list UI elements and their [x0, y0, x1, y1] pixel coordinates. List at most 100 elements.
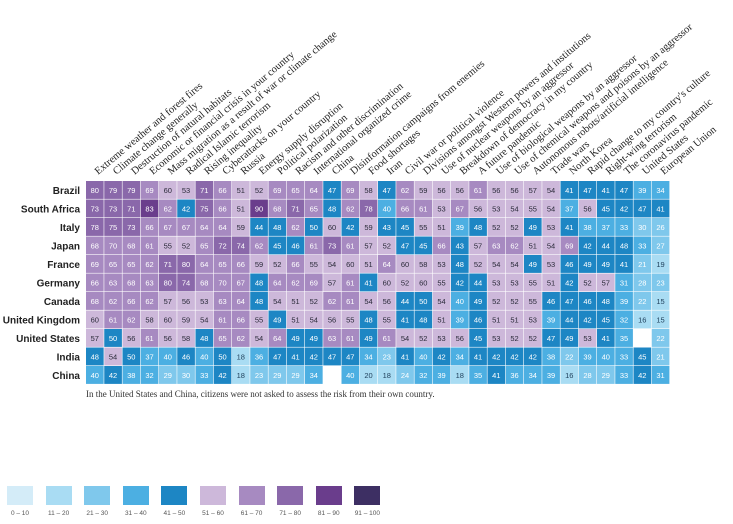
cell-value: 66 [218, 186, 226, 195]
cell-value: 37 [602, 223, 610, 232]
cell-value: 67 [456, 204, 464, 213]
cell-value: 56 [182, 297, 190, 306]
cell-value: 42 [529, 352, 537, 361]
heatmap-cell [177, 236, 195, 255]
cell-value: 52 [510, 223, 518, 232]
cell-value: 51 [529, 241, 537, 250]
heatmap-cell [359, 199, 378, 218]
cell-value: 56 [383, 297, 391, 306]
legend-item: 51 – 60 [199, 486, 227, 517]
cell-value: 46 [182, 352, 190, 361]
cell-value: 51 [291, 315, 299, 324]
cell-value: 78 [91, 223, 99, 232]
heatmap-cell [560, 255, 579, 273]
heatmap-cell [451, 199, 469, 218]
cell-value: 62 [291, 278, 299, 287]
cell-value: 20 [364, 371, 372, 380]
cell-value: 48 [200, 334, 208, 343]
heatmap-cell [414, 273, 433, 292]
cell-value: 23 [255, 371, 263, 380]
heatmap-cell [213, 199, 232, 218]
cell-value: 64 [273, 334, 281, 343]
legend-label: 41 – 50 [163, 510, 186, 517]
heatmap-cell [414, 366, 433, 384]
heatmap-cell [651, 218, 670, 236]
heatmap-cell [104, 181, 122, 199]
cell-value: 46 [291, 241, 299, 250]
heatmap-cell [597, 366, 615, 384]
cell-value: 60 [383, 278, 391, 287]
cell-value: 40 [602, 352, 610, 361]
cell-value: 49 [273, 315, 281, 324]
heatmap-cell [250, 273, 268, 292]
heatmap-cell [177, 329, 195, 347]
heatmap-cell [268, 366, 287, 384]
heatmap-cell [177, 218, 195, 236]
cell-value: 33 [620, 223, 628, 232]
heatmap-cell [140, 181, 159, 199]
cell-value: 69 [565, 241, 573, 250]
heatmap-cell [177, 292, 195, 310]
cell-value: 80 [182, 260, 190, 269]
cell-value: 34 [310, 371, 318, 380]
cell-value: 42 [182, 204, 190, 213]
cell-value: 65 [127, 260, 135, 269]
cell-value: 80 [91, 186, 99, 195]
heatmap-cell [615, 347, 633, 366]
heatmap-cell [597, 218, 615, 236]
cell-value: 60 [401, 260, 409, 269]
heatmap-cell [213, 181, 232, 199]
heatmap-cell [195, 366, 214, 384]
cell-value: 54 [492, 260, 500, 269]
cell-value: 29 [291, 371, 299, 380]
heatmap-cell [633, 310, 652, 329]
cell-value: 39 [620, 297, 628, 306]
cell-value: 62 [401, 186, 409, 195]
heatmap-cell [140, 292, 159, 310]
heatmap-cell [232, 255, 250, 273]
heatmap-cell [414, 181, 433, 199]
heatmap-cell [104, 199, 122, 218]
cell-value: 50 [127, 352, 135, 361]
cell-value: 63 [109, 278, 117, 287]
heatmap-cell [615, 255, 633, 273]
heatmap-cell [597, 255, 615, 273]
cell-value: 48 [602, 297, 610, 306]
cell-value: 61 [346, 334, 354, 343]
cell-value: 71 [291, 204, 299, 213]
row-label: South Africa [21, 204, 81, 215]
heatmap-cell [305, 366, 323, 384]
heatmap-cell [341, 310, 360, 329]
cell-value: 66 [291, 260, 299, 269]
cell-value: 62 [145, 260, 153, 269]
cell-value: 54 [200, 315, 208, 324]
heatmap-cell [432, 199, 451, 218]
cell-value: 64 [237, 297, 245, 306]
heatmap-cell [122, 347, 141, 366]
heatmap-cell [633, 218, 652, 236]
cell-value: 53 [437, 204, 445, 213]
cell-value: 41 [401, 315, 409, 324]
cell-value: 57 [164, 297, 172, 306]
cell-value: 15 [656, 297, 664, 306]
heatmap-cell [213, 347, 232, 366]
heatmap-cell [578, 329, 597, 347]
heatmap-cell [104, 329, 122, 347]
heatmap-cell [104, 366, 122, 384]
cell-value: 49 [565, 334, 573, 343]
cell-value: 59 [255, 260, 263, 269]
cell-value: 59 [364, 223, 372, 232]
cell-value: 69 [273, 186, 281, 195]
heatmap-cell [560, 236, 579, 255]
cell-value: 46 [565, 260, 573, 269]
cell-value: 62 [328, 297, 336, 306]
heatmap-cell [195, 199, 214, 218]
cell-value: 55 [383, 315, 391, 324]
heatmap-cell [633, 199, 652, 218]
cell-value: 80 [164, 278, 172, 287]
heatmap-cell [213, 218, 232, 236]
heatmap-cell [378, 310, 396, 329]
cell-value: 48 [328, 204, 336, 213]
cell-value: 18 [237, 352, 245, 361]
heatmap-cell [451, 218, 469, 236]
